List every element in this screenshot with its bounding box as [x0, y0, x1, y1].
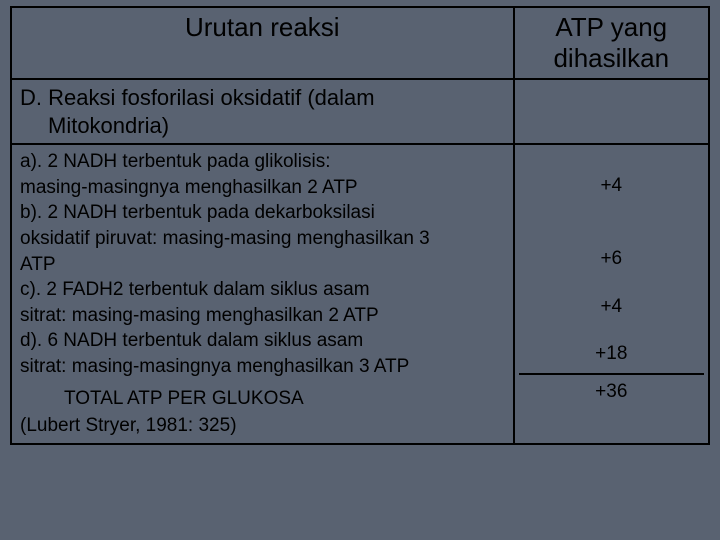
- spacer: [523, 149, 700, 175]
- item-c-line1: c). 2 FADH2 terbentuk dalam siklus asam: [20, 277, 505, 303]
- spacer: [523, 270, 700, 296]
- total-rule: [519, 373, 704, 375]
- atp-c: +4: [523, 296, 700, 318]
- section-row: D. Reaksi fosforilasi oksidatif (dalam M…: [11, 79, 709, 144]
- body-row: a). 2 NADH terbentuk pada glikolisis: ma…: [11, 144, 709, 444]
- item-b-line3: ATP: [20, 252, 505, 278]
- atp-table: Urutan reaksi ATP yang dihasilkan D. Rea…: [10, 6, 710, 445]
- item-d-line2: sitrat: masing-masingnya menghasilkan 3 …: [20, 354, 505, 380]
- item-c-line2: sitrat: masing-masing menghasilkan 2 ATP: [20, 303, 505, 329]
- item-d-line1: d). 6 NADH terbentuk dalam siklus asam: [20, 328, 505, 354]
- slide-container: Urutan reaksi ATP yang dihasilkan D. Rea…: [0, 0, 720, 540]
- header-right: ATP yang dihasilkan: [514, 7, 709, 79]
- item-a-line1: a). 2 NADH terbentuk pada glikolisis:: [20, 149, 505, 175]
- section-title-cell: D. Reaksi fosforilasi oksidatif (dalam M…: [11, 79, 514, 144]
- atp-b: +6: [523, 248, 700, 270]
- atp-values-cell: +4 +6 +4 +18 +36: [514, 144, 709, 444]
- section-line1: D. Reaksi fosforilasi oksidatif (dalam: [20, 85, 375, 110]
- header-row: Urutan reaksi ATP yang dihasilkan: [11, 7, 709, 79]
- spacer: [523, 197, 700, 223]
- spacer: [523, 222, 700, 248]
- total-label: TOTAL ATP PER GLUKOSA: [20, 386, 505, 412]
- section-empty-cell: [514, 79, 709, 144]
- item-b-line1: b). 2 NADH terbentuk pada dekarboksilasi: [20, 200, 505, 226]
- atp-a: +4: [523, 175, 700, 197]
- source-label: (Lubert Stryer, 1981: 325): [20, 413, 505, 439]
- atp-d: +18: [523, 343, 700, 365]
- reaction-list-cell: a). 2 NADH terbentuk pada glikolisis: ma…: [11, 144, 514, 444]
- header-left: Urutan reaksi: [11, 7, 514, 79]
- item-b-line2: oksidatif piruvat: masing-masing menghas…: [20, 226, 505, 252]
- item-a-line2: masing-masingnya menghasilkan 2 ATP: [20, 175, 505, 201]
- section-line2: Mitokondria): [20, 112, 505, 140]
- spacer: [523, 318, 700, 344]
- atp-total: +36: [523, 381, 700, 403]
